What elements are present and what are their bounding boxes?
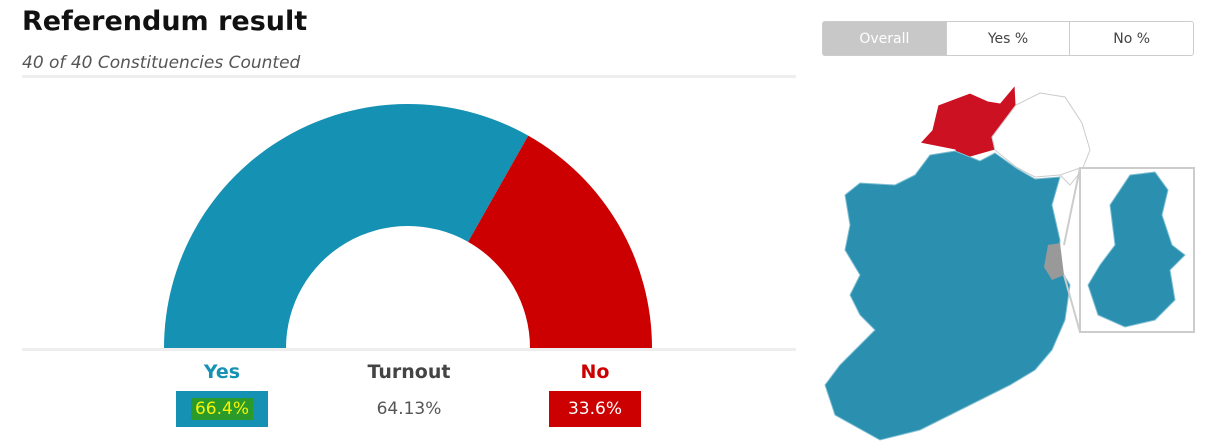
- donut-segment: [164, 104, 529, 348]
- divider: [22, 348, 796, 351]
- title: Referendum result: [22, 6, 308, 37]
- value-box: 66.4%: [176, 391, 268, 427]
- map-region: [1044, 243, 1064, 280]
- map-region: [991, 92, 1091, 186]
- map: [824, 83, 1195, 441]
- inset-connector: [1063, 167, 1081, 333]
- value-label: 33.6%: [567, 399, 622, 419]
- value-label: 66.4%: [190, 398, 253, 420]
- category-label: No: [580, 361, 610, 383]
- tab-bar: Overall Yes % No %: [822, 21, 1194, 56]
- donut-segment: [468, 135, 652, 348]
- tab[interactable]: No %: [1069, 22, 1193, 55]
- map-region: [824, 150, 1071, 441]
- tab[interactable]: Overall: [823, 22, 946, 55]
- inset-map: [1087, 171, 1186, 328]
- category-label: Yes: [203, 361, 241, 383]
- subtitle: 40 of 40 Constituencies Counted: [22, 53, 301, 73]
- turnout-value: 64.13%: [376, 399, 442, 419]
- chart: [164, 104, 652, 348]
- turnout-label: Turnout: [367, 361, 451, 383]
- value-box: 33.6%: [549, 391, 641, 427]
- divider: [22, 75, 796, 78]
- tab[interactable]: Yes %: [945, 22, 1070, 55]
